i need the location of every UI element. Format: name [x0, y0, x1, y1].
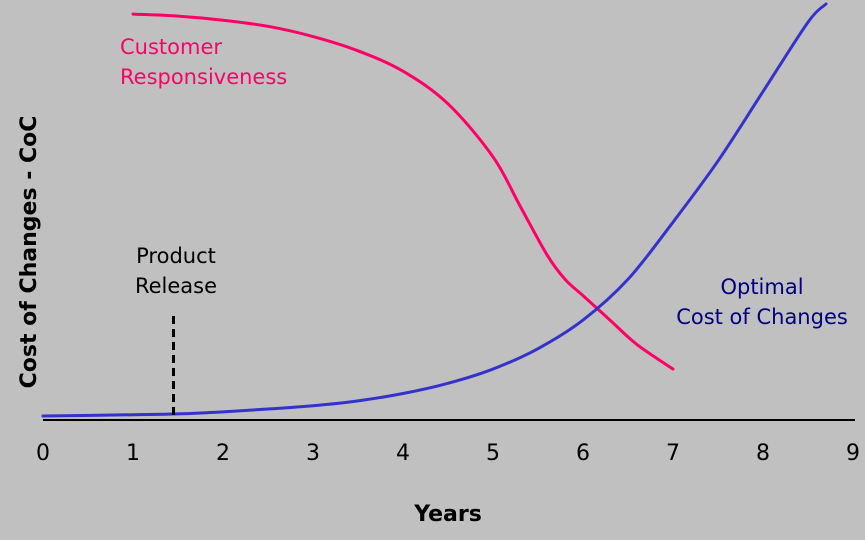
- x-tick-label: 6: [576, 441, 590, 466]
- series-layer: [41, 2, 828, 418]
- x-tick-label: 8: [756, 441, 770, 466]
- x-axis-title: Years: [413, 502, 482, 527]
- x-tick-label: 0: [36, 441, 50, 466]
- annotation-product-release: Product Release: [135, 244, 217, 298]
- y-axis-title: Cost of Changes - CoC: [17, 116, 42, 389]
- annotation-customer-responsiveness: Customer Responsiveness: [120, 35, 287, 89]
- x-tick-label: 1: [126, 441, 140, 466]
- annotation-text: Optimal: [720, 275, 803, 299]
- annotation-text: Release: [135, 274, 217, 298]
- x-tick-label: 7: [666, 441, 680, 466]
- annotation-text: Product: [136, 244, 216, 268]
- annotation-text: Responsiveness: [120, 65, 287, 89]
- x-tick-label: 3: [306, 441, 320, 466]
- series-line-customer-responsiveness: [131, 12, 675, 371]
- x-tick-label: 9: [846, 441, 860, 466]
- x-tick-label: 5: [486, 441, 500, 466]
- annotation-optimal-cost: Optimal Cost of Changes: [676, 275, 848, 329]
- series-line-optimal-cost: [41, 2, 828, 418]
- x-tick-layer: 0 1 2 3 4 5 6 7 8 9: [36, 441, 860, 466]
- x-tick-label: 4: [396, 441, 410, 466]
- x-tick-label: 2: [216, 441, 230, 466]
- annotation-text: Customer: [120, 35, 222, 59]
- annotation-text: Cost of Changes: [676, 305, 848, 329]
